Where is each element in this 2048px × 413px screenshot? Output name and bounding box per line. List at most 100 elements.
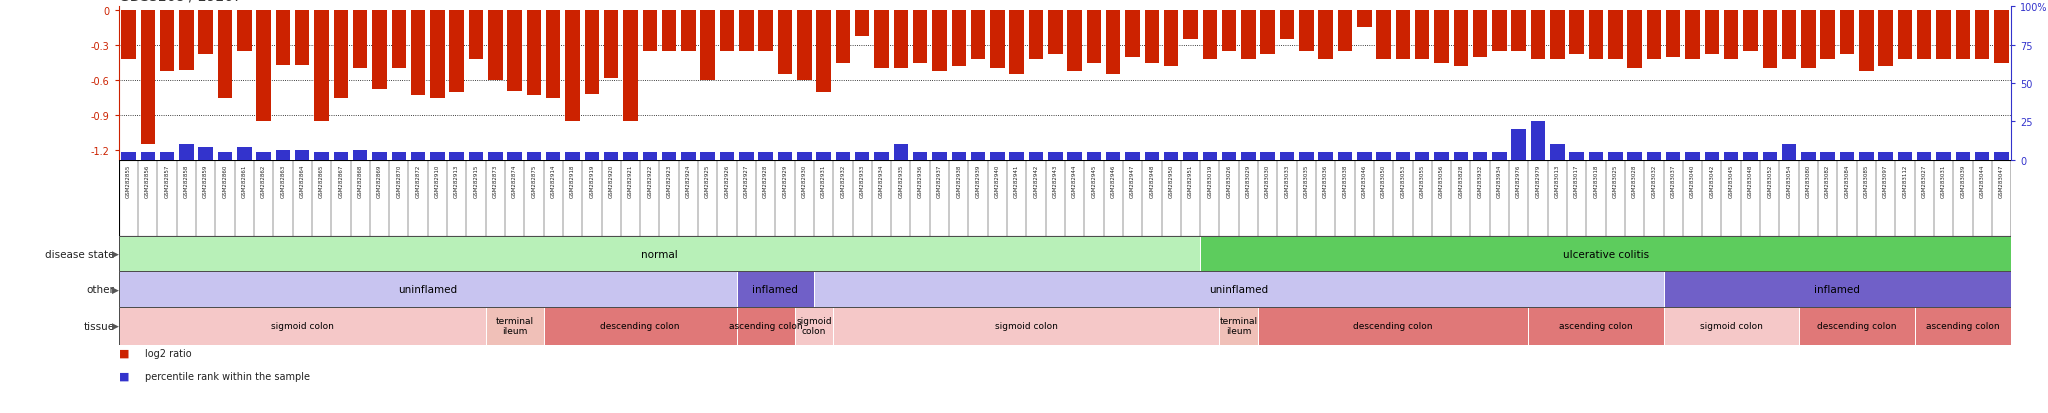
Bar bbox=[487, 152, 502, 160]
Bar bbox=[1800, 11, 1817, 69]
Bar bbox=[662, 152, 676, 160]
Bar bbox=[121, 152, 135, 160]
Text: disease state: disease state bbox=[45, 249, 115, 259]
Bar bbox=[1184, 152, 1198, 160]
Bar bbox=[391, 11, 406, 69]
Bar bbox=[932, 11, 946, 71]
Text: ▶: ▶ bbox=[111, 250, 119, 259]
Text: GSM283027: GSM283027 bbox=[1921, 164, 1927, 197]
Bar bbox=[565, 11, 580, 122]
Bar bbox=[1358, 11, 1372, 28]
Bar bbox=[1241, 152, 1255, 160]
Bar bbox=[1219, 307, 1257, 345]
Bar bbox=[469, 152, 483, 160]
Text: GSM283031: GSM283031 bbox=[1942, 164, 1946, 197]
Bar bbox=[1376, 11, 1391, 60]
Bar bbox=[1415, 152, 1430, 160]
Text: GSM283045: GSM283045 bbox=[1729, 164, 1735, 197]
Text: GSM282943: GSM282943 bbox=[1053, 164, 1059, 197]
Bar bbox=[160, 11, 174, 71]
Bar bbox=[352, 151, 367, 160]
Text: GSM283030: GSM283030 bbox=[1266, 164, 1270, 197]
Text: terminal
ileum: terminal ileum bbox=[1221, 316, 1257, 335]
Bar bbox=[1569, 11, 1583, 55]
Bar bbox=[700, 152, 715, 160]
Text: GSM283040: GSM283040 bbox=[1690, 164, 1696, 197]
Bar bbox=[813, 272, 1663, 307]
Bar bbox=[737, 272, 813, 307]
Text: GSM282919: GSM282919 bbox=[590, 164, 594, 197]
Bar bbox=[295, 151, 309, 160]
Bar bbox=[1935, 11, 1952, 60]
Text: GSM282864: GSM282864 bbox=[299, 164, 305, 197]
Text: GSM282945: GSM282945 bbox=[1092, 164, 1096, 197]
Text: GSM282934: GSM282934 bbox=[879, 164, 885, 197]
Bar bbox=[119, 307, 485, 345]
Bar bbox=[1839, 152, 1853, 160]
Text: GSM283084: GSM283084 bbox=[1845, 164, 1849, 197]
Bar bbox=[932, 152, 946, 160]
Bar bbox=[854, 11, 870, 37]
Bar bbox=[817, 152, 831, 160]
Bar bbox=[682, 11, 696, 52]
Bar bbox=[1087, 152, 1102, 160]
Text: GSM282873: GSM282873 bbox=[494, 164, 498, 197]
Bar bbox=[1898, 152, 1913, 160]
Bar bbox=[1337, 152, 1352, 160]
Bar bbox=[1049, 152, 1063, 160]
Text: GSM283054: GSM283054 bbox=[1786, 164, 1792, 197]
Text: GSM283053: GSM283053 bbox=[1401, 164, 1405, 197]
Text: GSM282932: GSM282932 bbox=[840, 164, 846, 197]
Bar bbox=[1821, 11, 1835, 60]
Text: descending colon: descending colon bbox=[600, 321, 680, 330]
Text: GSM282935: GSM282935 bbox=[899, 164, 903, 197]
Text: ■: ■ bbox=[119, 371, 129, 381]
Text: GSM282928: GSM282928 bbox=[764, 164, 768, 197]
Bar bbox=[971, 11, 985, 60]
Text: GSM283037: GSM283037 bbox=[1671, 164, 1675, 197]
Bar bbox=[874, 152, 889, 160]
Bar bbox=[893, 11, 907, 69]
Bar bbox=[1280, 11, 1294, 40]
Text: GSM282915: GSM282915 bbox=[473, 164, 479, 197]
Bar bbox=[1782, 11, 1796, 60]
Text: GSM283036: GSM283036 bbox=[1323, 164, 1329, 197]
Bar bbox=[1686, 11, 1700, 60]
Bar bbox=[1530, 11, 1546, 60]
Text: descending colon: descending colon bbox=[1817, 321, 1896, 330]
Text: GSM282922: GSM282922 bbox=[647, 164, 653, 197]
Bar bbox=[1434, 152, 1448, 160]
Bar bbox=[1663, 272, 2011, 307]
Bar bbox=[1280, 152, 1294, 160]
Bar bbox=[352, 11, 367, 69]
Text: log2 ratio: log2 ratio bbox=[145, 348, 193, 358]
Bar bbox=[604, 11, 618, 78]
Bar bbox=[778, 11, 793, 75]
Bar bbox=[1200, 237, 2011, 272]
Bar bbox=[1145, 11, 1159, 64]
Bar bbox=[469, 11, 483, 60]
Text: GSM283052: GSM283052 bbox=[1767, 164, 1772, 197]
Bar bbox=[1163, 152, 1178, 160]
Bar bbox=[1028, 11, 1042, 60]
Text: GSM282870: GSM282870 bbox=[395, 164, 401, 197]
Text: GSM282948: GSM282948 bbox=[1149, 164, 1155, 197]
Text: GSM282926: GSM282926 bbox=[725, 164, 729, 197]
Text: ▶: ▶ bbox=[111, 285, 119, 294]
Text: GSM282946: GSM282946 bbox=[1110, 164, 1116, 197]
Text: GSM283934: GSM283934 bbox=[1497, 164, 1501, 197]
Bar bbox=[1743, 152, 1757, 160]
Bar bbox=[256, 11, 270, 122]
Text: GSM283018: GSM283018 bbox=[1593, 164, 1599, 197]
Text: inflamed: inflamed bbox=[752, 284, 799, 294]
Text: GSM282914: GSM282914 bbox=[551, 164, 555, 197]
Bar bbox=[1878, 11, 1892, 67]
Bar bbox=[1473, 152, 1487, 160]
Text: GSM283112: GSM283112 bbox=[1903, 164, 1907, 197]
Text: GSM282924: GSM282924 bbox=[686, 164, 690, 197]
Bar bbox=[1257, 307, 1528, 345]
Text: GSM282942: GSM282942 bbox=[1034, 164, 1038, 197]
Text: GSM283056: GSM283056 bbox=[1440, 164, 1444, 197]
Bar bbox=[1878, 152, 1892, 160]
Bar bbox=[1628, 11, 1642, 69]
